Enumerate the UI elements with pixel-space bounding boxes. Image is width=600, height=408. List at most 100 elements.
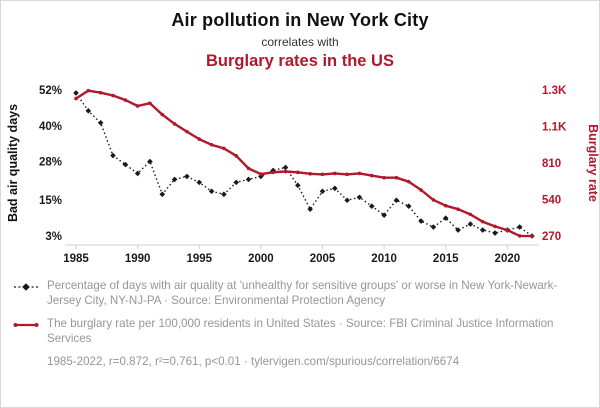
diamond-marker (85, 108, 92, 114)
point-marker (493, 224, 497, 229)
chart-title-secondary: Burglary rates in the US (206, 52, 394, 70)
point-marker (259, 172, 263, 176)
right-tick-label: 1.3K (542, 85, 567, 97)
chart-subtitle: correlates with (261, 35, 339, 49)
diamond-marker (233, 179, 240, 186)
diamond-marker (381, 212, 387, 218)
point-marker (222, 146, 226, 151)
diamond-marker (418, 218, 424, 224)
point-marker (369, 173, 374, 178)
x-tick-label: 2020 (495, 253, 521, 265)
stats-line: 1985-2022, r=0.872, r²=0.761, p<0.01 · t… (47, 355, 460, 369)
point-marker (111, 93, 115, 98)
diamond-marker (332, 185, 338, 192)
point-marker (357, 171, 362, 176)
right-tick-label: 270 (542, 231, 561, 243)
diamond-marker (73, 90, 79, 96)
diamond-marker (319, 188, 326, 195)
point-marker (382, 175, 386, 180)
point-marker (468, 212, 473, 217)
point-marker (209, 142, 214, 147)
right-tick-label: 540 (542, 195, 561, 207)
legend-item-air-quality: Percentage of days with air quality at '… (13, 278, 585, 309)
chart-title-primary: Air pollution in New York City (171, 10, 429, 30)
air-quality-line (75, 92, 533, 237)
diamond-marker (442, 215, 449, 221)
diamond-marker (97, 119, 104, 126)
diamond-marker (245, 176, 252, 183)
x-tick-label: 1995 (186, 253, 212, 265)
x-tick-label: 2005 (310, 253, 336, 265)
x-tick-label: 2000 (248, 253, 274, 265)
diamond-marker (208, 188, 215, 195)
left-tick-label: 52% (39, 85, 62, 97)
point-marker (283, 169, 288, 174)
right-tick-label: 1.1K (542, 122, 567, 134)
x-tick-label: 1985 (63, 253, 89, 265)
diamond-marker (159, 191, 166, 198)
diamond-marker (196, 179, 203, 186)
point-marker (135, 104, 140, 108)
point-marker (419, 188, 423, 192)
point-marker (172, 122, 177, 126)
correlation-line-chart: 1985 1990 1995 2000 2005 2010 2015 2020 52% 40% 28… (6, 85, 600, 265)
legend-label: Percentage of days with air quality at '… (47, 279, 558, 308)
diamond-marker (171, 176, 178, 183)
point-marker (160, 112, 165, 117)
diamond-marker (516, 224, 523, 230)
left-tick-label: 28% (39, 157, 62, 169)
point-marker (406, 179, 411, 184)
burglary-line (74, 89, 534, 238)
point-marker (74, 96, 78, 101)
diamond-marker (393, 197, 400, 204)
x-tick-label: 2015 (433, 253, 459, 265)
point-marker (333, 171, 337, 176)
point-marker (246, 166, 251, 171)
point-marker (86, 88, 91, 93)
legend-item-burglary: The burglary rate per 100,000 residents … (13, 316, 585, 347)
right-tick-label: 810 (542, 158, 561, 170)
diamond-marker (307, 206, 313, 212)
diamond-marker (430, 224, 437, 230)
right-axis-title: Burglary rate (586, 124, 600, 202)
x-tick-label: 1990 (125, 253, 151, 265)
point-marker (345, 172, 349, 177)
diamond-marker (405, 203, 412, 210)
diamond-marker (221, 191, 227, 198)
point-marker (517, 234, 522, 238)
diamond-marker (147, 158, 153, 165)
point-marker (431, 198, 436, 202)
point-marker (185, 129, 189, 134)
point-marker (234, 154, 239, 158)
point-marker (505, 228, 510, 232)
x-tick-label: 2010 (371, 253, 397, 265)
left-tick-label: 3% (45, 231, 62, 243)
left-tick-label: 15% (39, 195, 62, 207)
burglary-legend-icon (13, 316, 39, 334)
diamond-marker (479, 227, 486, 233)
left-tick-label: 40% (39, 121, 62, 133)
diamond-marker (184, 173, 190, 180)
point-marker (123, 98, 128, 102)
point-marker (308, 172, 312, 176)
diamond-marker (455, 227, 461, 233)
point-marker (480, 219, 485, 224)
left-axis-title: Bad air quality days (6, 104, 20, 222)
chart-footer: Percentage of days with air quality at '… (1, 269, 599, 368)
air-quality-legend-icon (13, 278, 39, 296)
point-marker (320, 172, 325, 177)
legend-label: The burglary rate per 100,000 residents … (47, 316, 554, 345)
point-marker (394, 175, 399, 180)
diamond-marker (492, 230, 498, 236)
point-marker (271, 170, 275, 175)
chart-header: Air pollution in New York City correlate… (1, 1, 599, 71)
diamond-marker (270, 167, 276, 174)
point-marker (456, 207, 460, 212)
point-marker (296, 170, 300, 175)
diamond-marker (368, 203, 375, 210)
diamond-marker (344, 197, 350, 204)
diamond-marker (295, 182, 301, 189)
point-marker (443, 203, 448, 208)
point-marker (98, 90, 103, 95)
